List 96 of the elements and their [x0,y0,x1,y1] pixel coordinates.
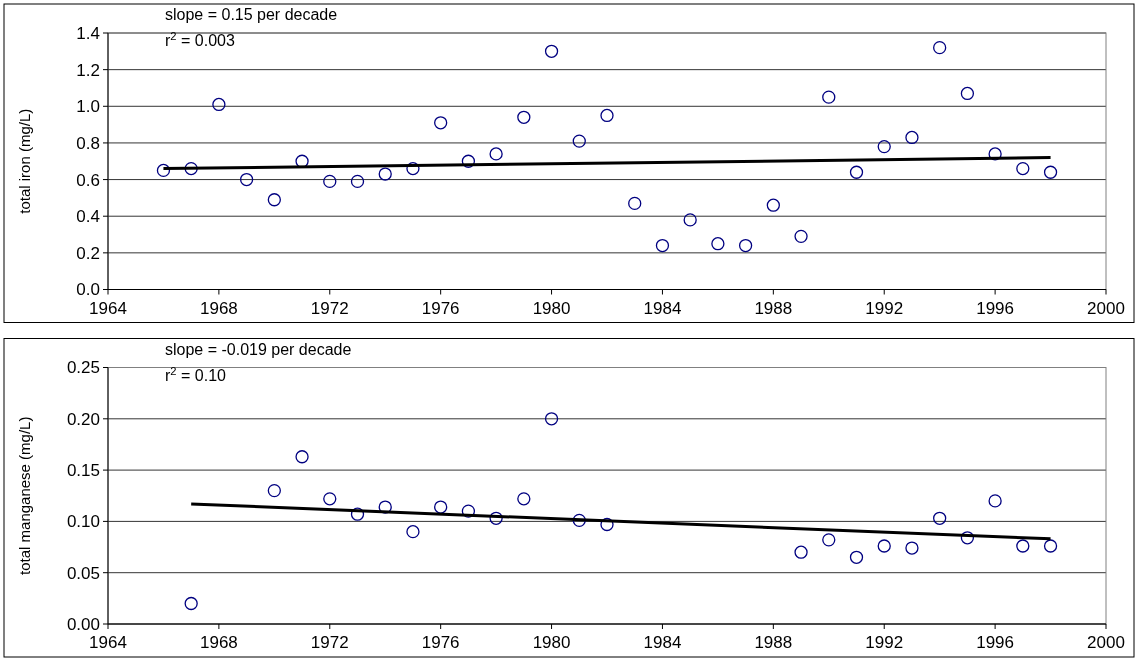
x-tick-label: 1980 [532,633,571,652]
x-tick-label: 1968 [199,298,238,318]
point [960,531,975,545]
point [434,116,448,130]
point [489,511,503,525]
y-tick-label: 0.05 [66,563,100,583]
point [1016,161,1030,176]
y-tick-label: 0.00 [66,614,100,634]
point [794,229,808,244]
point [184,161,198,176]
point [628,196,642,211]
x-tick-label: 1976 [421,633,460,652]
point [350,174,365,189]
point [350,507,365,521]
point [434,500,448,514]
point [933,511,947,525]
x-tick-label: 2000 [1087,633,1125,652]
point [600,108,614,123]
point [517,110,531,124]
point [156,163,171,178]
point [572,134,586,148]
point [1016,539,1030,553]
point [572,513,586,528]
point [544,412,559,426]
y-tick-label: 0.15 [66,461,100,481]
point [738,238,753,253]
x-tick-label: 1972 [310,633,349,652]
y-tick-label: 0.25 [66,358,100,378]
point [323,492,337,506]
annotation: r$^{2}$ = 0.003 [165,30,235,49]
point [1043,539,1058,553]
point [267,483,281,498]
y-tick-label: 0.20 [66,409,100,429]
x-tick-label: 2000 [1087,298,1125,318]
x-tick-label: 1964 [89,298,127,318]
y-axis-title: total manganese (mg/L) [16,416,33,575]
point [323,174,337,189]
point [239,172,254,187]
point [378,500,392,514]
point [544,44,559,58]
point [683,213,697,227]
y-tick-label: 1.4 [76,23,100,43]
point [794,545,808,559]
point [766,198,780,212]
y-tick-label: 0.8 [76,133,100,153]
text: slope = 0.15 per decade [165,6,338,23]
point [378,167,392,181]
point [905,541,919,555]
x-tick-label: 1988 [754,633,793,652]
point [295,450,309,464]
point [406,161,420,176]
x-tick-label: 1980 [532,298,571,318]
x-tick-label: 1976 [421,298,460,318]
point [1043,165,1058,179]
y-tick-label: 1.2 [76,60,100,80]
x-tick-label: 1996 [976,633,1015,652]
x-tick-label: 1992 [865,633,904,652]
point [933,41,947,55]
point [295,154,309,168]
x-tick-label: 1964 [89,633,127,652]
point [905,130,919,145]
x-tick-label: 1968 [199,633,238,652]
point [212,97,226,112]
point [822,90,836,104]
point [877,539,891,553]
y-tick-label: 1.0 [76,97,100,117]
y-tick-label: 0.4 [76,207,100,227]
x-tick-label: 1988 [754,298,793,318]
x-tick-label: 1996 [976,298,1015,318]
annotation: r$^{2}$ = 0.10 [165,364,227,384]
point [406,525,420,539]
x-tick-label: 1992 [865,298,904,318]
point [822,533,836,547]
point [461,154,476,168]
y-axis-title: total iron (mg/L) [16,108,33,214]
point [988,494,1002,508]
point [517,492,531,506]
point [600,517,614,532]
point [461,504,476,518]
point [877,139,891,154]
point [489,147,503,161]
y-tick-label: 0.10 [66,512,100,532]
point [184,596,198,611]
point [849,550,864,564]
point [655,238,670,253]
text: slope = -0.019 per decade [165,340,352,358]
point [267,193,281,207]
y-tick-label: 0.6 [76,170,100,190]
point [849,165,864,179]
y-tick-label: 0.2 [76,243,100,263]
x-tick-label: 1984 [643,298,682,318]
point [711,237,725,251]
point [960,86,975,101]
y-tick-label: 0.0 [76,280,100,300]
x-tick-label: 1984 [643,633,682,652]
x-tick-label: 1972 [310,298,349,318]
